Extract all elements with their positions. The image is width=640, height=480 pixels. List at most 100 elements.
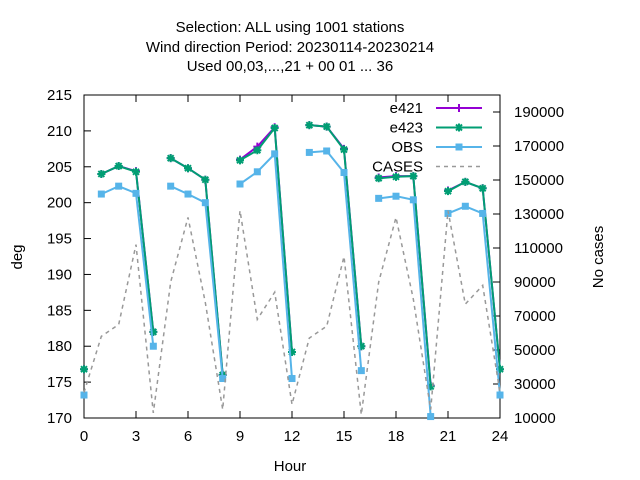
y-tick-label: 210 bbox=[47, 123, 72, 140]
legend-label-cases: CASES bbox=[372, 159, 423, 176]
legend-marker-e421 bbox=[455, 104, 463, 112]
data-point-obs bbox=[167, 182, 175, 190]
y-axis-label: deg bbox=[9, 244, 26, 269]
y2-tick-label: 130000 bbox=[514, 206, 564, 223]
x-tick-label: 21 bbox=[440, 428, 457, 445]
x-axis-label: Hour bbox=[274, 458, 307, 475]
y2-tick-label: 70000 bbox=[514, 308, 556, 325]
data-point-e423 bbox=[478, 184, 487, 193]
y-tick-label: 195 bbox=[47, 231, 72, 248]
data-point-e423 bbox=[426, 382, 435, 391]
data-point-obs bbox=[201, 199, 209, 207]
data-point-e423 bbox=[409, 172, 418, 181]
series-line-obs bbox=[309, 149, 363, 371]
data-point-obs bbox=[115, 182, 123, 190]
y-tick-label: 170 bbox=[47, 410, 72, 427]
series-line-e423 bbox=[378, 175, 432, 387]
y2-tick-label: 150000 bbox=[514, 172, 564, 189]
data-point-obs bbox=[340, 169, 348, 177]
y-tick-label: 185 bbox=[47, 302, 72, 319]
series-line-e421 bbox=[309, 124, 363, 347]
y-tick-label: 190 bbox=[47, 266, 72, 283]
data-point-obs bbox=[357, 367, 365, 375]
data-point-e423 bbox=[322, 122, 331, 131]
data-point-obs bbox=[271, 150, 279, 158]
y2-axis-label: No cases bbox=[590, 226, 607, 289]
series-line-obs bbox=[378, 195, 432, 417]
legend-marker-obs bbox=[455, 143, 463, 151]
series-line-e423 bbox=[100, 165, 155, 333]
data-point-obs bbox=[236, 180, 244, 188]
data-point-e423 bbox=[340, 145, 348, 154]
data-point-e423 bbox=[357, 342, 366, 351]
series-line-e423 bbox=[447, 180, 501, 370]
x-tick-label: 3 bbox=[132, 428, 140, 445]
data-point-obs bbox=[97, 190, 105, 198]
data-point-e423 bbox=[461, 177, 470, 186]
y2-tick-label: 10000 bbox=[514, 410, 556, 427]
y2-tick-label: 50000 bbox=[514, 342, 556, 359]
data-point-obs bbox=[132, 189, 140, 197]
series-line-e423 bbox=[170, 157, 224, 375]
legend-marker-e423 bbox=[455, 123, 463, 132]
y-tick-label: 180 bbox=[47, 338, 72, 355]
data-point-obs bbox=[461, 202, 469, 210]
x-tick-label: 9 bbox=[236, 428, 244, 445]
x-tick-label: 24 bbox=[492, 428, 509, 445]
series-obs bbox=[80, 147, 504, 421]
data-point-obs bbox=[253, 168, 261, 176]
x-tick-label: 15 bbox=[336, 428, 353, 445]
x-tick-label: 6 bbox=[184, 428, 192, 445]
title-line-3: Used 00,03,...,21 + 00 01 ... 36 bbox=[187, 58, 393, 75]
data-point-e423 bbox=[444, 187, 452, 196]
title-line-1: Selection: ALL using 1001 stations bbox=[176, 19, 405, 36]
title-line-2: Wind direction Period: 20230114-20230214 bbox=[146, 39, 434, 56]
y2-tick-label: 30000 bbox=[514, 376, 556, 393]
y2-tick-label: 190000 bbox=[514, 104, 564, 121]
y-tick-label: 215 bbox=[47, 87, 72, 104]
y-tick-label: 200 bbox=[47, 195, 72, 212]
y2-tick-label: 90000 bbox=[514, 274, 556, 291]
data-point-obs bbox=[392, 192, 400, 200]
plot-area bbox=[80, 121, 504, 421]
data-point-obs bbox=[219, 375, 227, 383]
y-tick-label: 205 bbox=[47, 159, 72, 176]
x-tick-label: 12 bbox=[284, 428, 301, 445]
axes: 0 3 6 9 12 15 18 21 24 170 175 180 185 190 195 200 205 21… bbox=[47, 87, 564, 445]
data-point-e423 bbox=[236, 156, 244, 165]
y2-tick-label: 110000 bbox=[514, 240, 563, 257]
x-tick-label: 18 bbox=[388, 428, 405, 445]
data-point-e423 bbox=[149, 327, 158, 336]
data-point-obs bbox=[184, 190, 192, 198]
series-line-e423 bbox=[239, 125, 293, 353]
legend-label-obs: OBS bbox=[391, 139, 423, 156]
data-point-e423 bbox=[80, 365, 88, 374]
data-point-e423 bbox=[392, 172, 400, 181]
series-line-obs bbox=[239, 151, 293, 379]
series-line-obs bbox=[100, 185, 155, 347]
data-point-e423 bbox=[166, 154, 175, 163]
series-cases bbox=[83, 210, 501, 415]
chart-title: Selection: ALL using 1001 stations Wind … bbox=[146, 19, 434, 75]
data-point-e423 bbox=[270, 124, 279, 133]
legend-label-e421: e421 bbox=[390, 100, 423, 117]
legend: e421 e423 OBS CASES bbox=[372, 100, 482, 176]
data-point-e423 bbox=[288, 347, 296, 356]
data-point-obs bbox=[305, 148, 313, 156]
data-point-e423 bbox=[97, 169, 106, 178]
series-line-obs bbox=[447, 205, 501, 396]
data-point-obs bbox=[80, 391, 88, 399]
legend-label-e423: e423 bbox=[390, 120, 423, 137]
data-point-obs bbox=[496, 391, 504, 399]
data-point-e423 bbox=[184, 164, 192, 173]
series-e423 bbox=[80, 121, 504, 391]
series-line-cases bbox=[83, 210, 501, 415]
x-tick-label: 0 bbox=[80, 428, 88, 445]
data-point-e423 bbox=[132, 167, 140, 176]
data-point-e423 bbox=[374, 174, 383, 183]
data-point-obs bbox=[427, 413, 435, 421]
data-point-obs bbox=[409, 196, 417, 204]
data-point-e423 bbox=[305, 121, 314, 130]
data-point-e423 bbox=[253, 146, 262, 155]
